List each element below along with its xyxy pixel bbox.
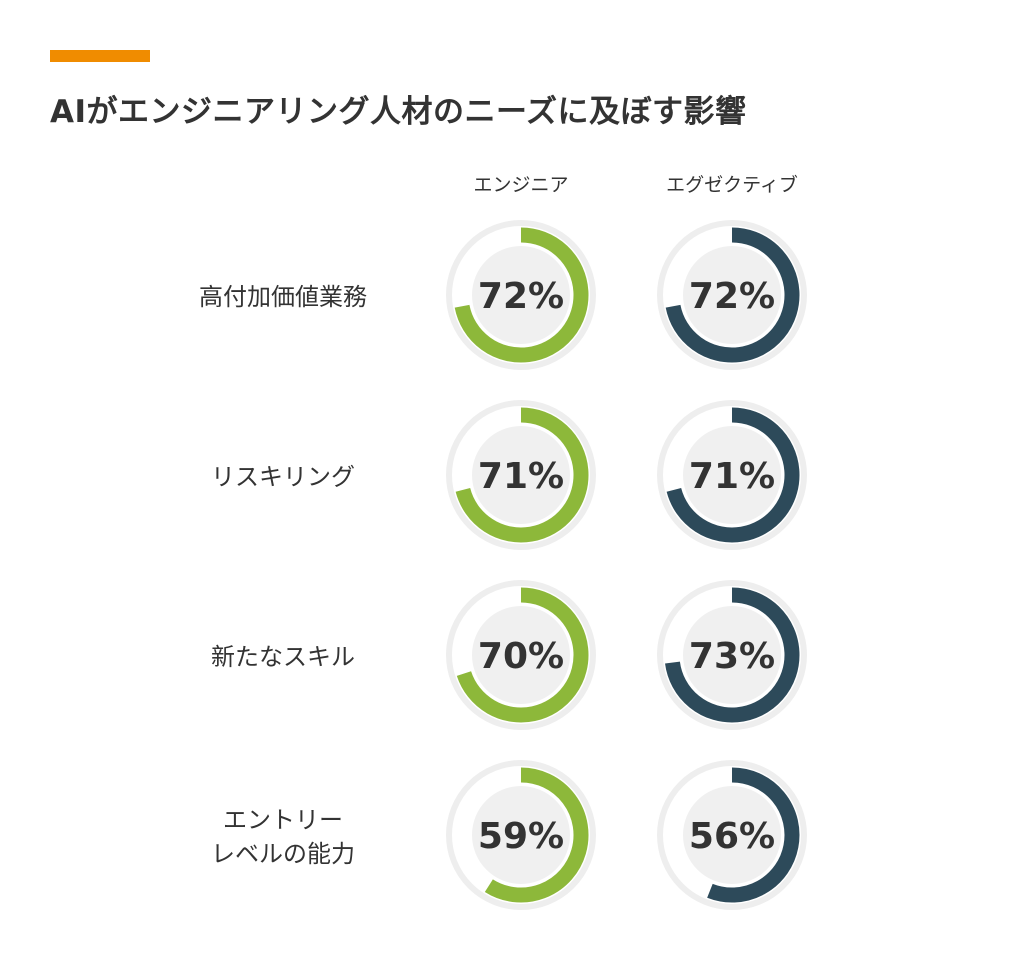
outer-track-ring xyxy=(446,400,596,550)
outer-track-ring xyxy=(657,760,807,910)
inner-circle xyxy=(472,786,570,884)
inner-circle xyxy=(683,786,781,884)
outer-track-ring xyxy=(657,400,807,550)
donut-arc xyxy=(456,587,589,723)
donut-arc xyxy=(484,767,589,903)
donut-arc xyxy=(665,587,800,723)
donut-arc xyxy=(666,407,800,543)
inner-circle xyxy=(472,426,570,524)
outer-track-ring xyxy=(657,220,807,370)
value-label: 72% xyxy=(478,276,564,317)
value-label: 56% xyxy=(689,816,775,857)
inner-circle xyxy=(683,606,781,704)
value-label: 71% xyxy=(478,456,564,497)
chart-title: AIがエンジニアリング人材のニーズに及ぼす影響 xyxy=(50,94,747,130)
row-label-line: エントリー xyxy=(223,806,343,834)
value-label: 59% xyxy=(478,816,564,857)
donut-arc xyxy=(707,767,800,903)
inner-circle xyxy=(472,606,570,704)
row-label: 新たなスキル xyxy=(163,640,403,674)
row-label: 高付加価値業務 xyxy=(163,280,403,314)
inner-circle xyxy=(683,246,781,344)
donut-arc xyxy=(455,407,589,543)
outer-track-ring xyxy=(657,580,807,730)
outer-track-ring xyxy=(446,760,596,910)
inner-circle xyxy=(683,426,781,524)
value-label: 71% xyxy=(689,456,775,497)
row-label-line: 高付加価値業務 xyxy=(199,283,367,311)
accent-bar xyxy=(50,50,150,62)
row-label-line: レベルの能力 xyxy=(211,840,355,868)
value-label: 72% xyxy=(689,276,775,317)
value-label: 73% xyxy=(689,636,775,677)
row-label: リスキリング xyxy=(163,460,403,494)
inner-circle xyxy=(472,246,570,344)
donut-arc xyxy=(454,227,589,363)
row-label: エントリーレベルの能力 xyxy=(163,803,403,871)
column-header-executive: エグゼクティブ xyxy=(666,174,798,196)
outer-track-ring xyxy=(446,220,596,370)
row-label-line: リスキリング xyxy=(211,463,355,491)
value-label: 70% xyxy=(478,636,564,677)
row-label-line: 新たなスキル xyxy=(211,643,355,671)
column-header-engineer: エンジニア xyxy=(473,174,569,196)
outer-track-ring xyxy=(446,580,596,730)
donut-arc xyxy=(665,227,800,363)
